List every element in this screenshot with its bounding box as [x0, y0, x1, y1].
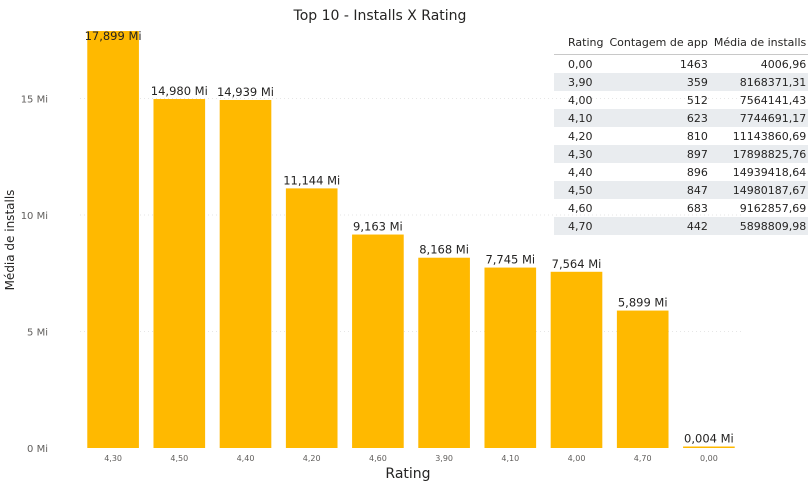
y-tick-label: 10 Mi — [21, 211, 48, 222]
table-row: 4,10 623 7744691,17 — [554, 109, 808, 127]
bar-value-label: 0,004 Mi — [684, 432, 734, 446]
bar-value-label: 17,899 Mi — [85, 29, 142, 43]
bar-value-label: 8,168 Mi — [419, 243, 469, 257]
y-tick-label: 15 Mi — [21, 95, 48, 106]
cell-rating: 4,10 — [568, 111, 593, 125]
cell-app-count: 847 — [686, 183, 708, 197]
column-header-app-count: Contagem de app — [609, 36, 708, 49]
cell-avg-installs: 8168371,31 — [739, 75, 807, 89]
cell-avg-installs: 7564141,43 — [739, 93, 807, 107]
x-tick-label: 4,40 — [237, 454, 255, 463]
cell-app-count: 896 — [686, 165, 708, 179]
cell-avg-installs: 14939418,64 — [732, 165, 807, 179]
bar[interactable] — [550, 271, 603, 448]
cell-app-count: 1463 — [679, 57, 708, 71]
table-row: 4,20 810 11143860,69 — [554, 127, 808, 145]
table-row: 4,50 847 14980187,67 — [554, 181, 808, 199]
y-axis-title: Média de installs — [3, 190, 17, 291]
cell-rating: 4,00 — [568, 93, 593, 107]
bar-value-label: 7,745 Mi — [485, 253, 535, 267]
table-row: 4,30 897 17898825,76 — [554, 145, 808, 163]
cell-rating: 4,20 — [568, 129, 593, 143]
bar-value-label: 7,564 Mi — [552, 257, 602, 271]
x-tick-label: 4,10 — [501, 454, 519, 463]
table-row: 4,40 896 14939418,64 — [554, 163, 808, 181]
column-header-avg-installs: Média de installs — [713, 36, 807, 49]
rating-table-grid: Rating Contagem de app Média de installs… — [554, 34, 808, 235]
y-axis-ticks: 0 Mi 5 Mi 10 Mi 15 Mi — [21, 95, 48, 455]
bar[interactable] — [616, 310, 669, 448]
bar[interactable] — [683, 446, 735, 449]
cell-rating: 4,30 — [568, 147, 593, 161]
rating-table: Rating Contagem de app Média de installs… — [554, 34, 808, 235]
column-header-rating: Rating — [568, 36, 604, 49]
cell-app-count: 623 — [686, 111, 708, 125]
cell-app-count: 683 — [686, 201, 708, 215]
table-row: 0,00 1463 4006,96 — [554, 55, 808, 74]
cell-rating: 4,40 — [568, 165, 593, 179]
bar-value-label: 14,980 Mi — [151, 84, 208, 98]
bars — [87, 31, 735, 449]
x-axis-title: Rating — [385, 466, 430, 482]
cell-avg-installs: 9162857,69 — [739, 201, 807, 215]
bar[interactable] — [87, 31, 139, 449]
data-labels: 17,899 Mi 14,980 Mi 14,939 Mi 11,144 Mi 9,16… — [85, 29, 734, 446]
bar-value-label: 5,899 Mi — [618, 296, 668, 310]
bar[interactable] — [153, 99, 206, 448]
cell-app-count: 897 — [686, 147, 708, 161]
cell-rating: 4,70 — [568, 219, 593, 233]
cell-app-count: 442 — [686, 219, 708, 233]
cell-app-count: 359 — [686, 75, 708, 89]
x-tick-label: 4,30 — [104, 454, 122, 463]
cell-app-count: 810 — [686, 129, 708, 143]
x-axis-ticks: 4,30 4,50 4,40 4,20 4,60 3,90 4,10 4,00 4,70 0,00 — [104, 454, 718, 463]
cell-rating: 0,00 — [568, 57, 593, 71]
cell-avg-installs: 4006,96 — [760, 57, 807, 71]
chart-title: Top 10 - Installs X Rating — [293, 8, 467, 24]
cell-rating: 4,50 — [568, 183, 593, 197]
x-tick-label: 0,00 — [700, 454, 718, 463]
cell-avg-installs: 11143860,69 — [732, 129, 807, 143]
cell-avg-installs: 5898809,98 — [739, 219, 807, 233]
bar[interactable] — [484, 267, 537, 448]
table-row: 4,60 683 9162857,69 — [554, 199, 808, 217]
x-tick-label: 4,00 — [568, 454, 586, 463]
bar-value-label: 14,939 Mi — [217, 85, 274, 99]
y-tick-label: 0 Mi — [27, 444, 48, 455]
x-tick-label: 4,20 — [303, 454, 321, 463]
bar[interactable] — [285, 188, 338, 449]
cell-avg-installs: 17898825,76 — [732, 147, 807, 161]
table-row: 3,90 359 8168371,31 — [554, 73, 808, 91]
bar[interactable] — [219, 99, 272, 448]
cell-app-count: 512 — [686, 93, 708, 107]
y-tick-label: 5 Mi — [27, 328, 48, 339]
table-header-row: Rating Contagem de app Média de installs — [554, 34, 808, 55]
table-row: 4,70 442 5898809,98 — [554, 217, 808, 235]
bar-value-label: 11,144 Mi — [283, 173, 340, 187]
table-row: 4,00 512 7564141,43 — [554, 91, 808, 109]
x-tick-label: 4,60 — [369, 454, 387, 463]
cell-avg-installs: 14980187,67 — [732, 183, 807, 197]
cell-rating: 4,60 — [568, 201, 593, 215]
bar[interactable] — [352, 234, 404, 448]
bar[interactable] — [418, 257, 470, 448]
x-tick-label: 4,50 — [170, 454, 188, 463]
x-tick-label: 4,70 — [634, 454, 652, 463]
cell-rating: 3,90 — [568, 75, 593, 89]
bar-value-label: 9,163 Mi — [353, 220, 403, 234]
x-tick-label: 3,90 — [435, 454, 453, 463]
cell-avg-installs: 7744691,17 — [739, 111, 807, 125]
